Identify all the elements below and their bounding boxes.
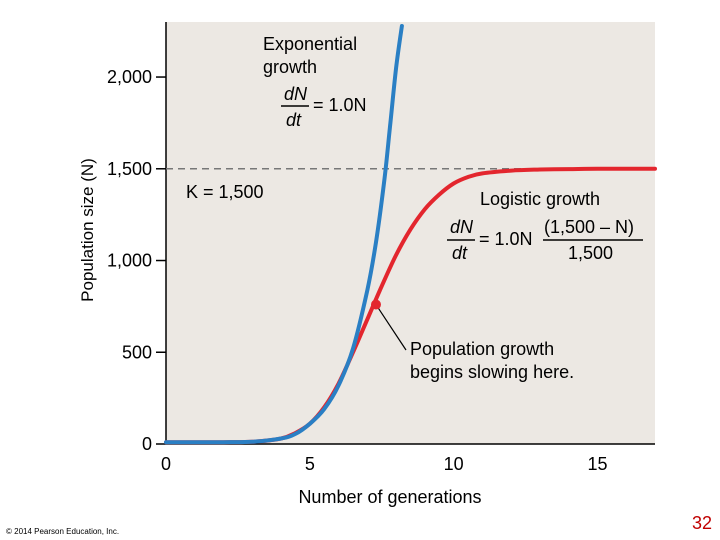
y-axis-label: Population size (N) (78, 158, 97, 302)
exponential-title-line1: Exponential (263, 34, 357, 54)
x-tick-label: 5 (305, 454, 315, 474)
exponential-eq-denominator: dt (286, 110, 302, 130)
logistic-eq-numerator: dN (450, 217, 474, 237)
slowing-note-line2: begins slowing here. (410, 362, 574, 382)
exponential-title-line2: growth (263, 57, 317, 77)
logistic-eq-denominator: dt (452, 243, 468, 263)
logistic-frac-denominator: 1,500 (568, 243, 613, 263)
y-tick-label: 1,500 (107, 159, 152, 179)
exponential-eq-numerator: dN (284, 84, 308, 104)
x-tick-label: 15 (587, 454, 607, 474)
x-axis-label: Number of generations (298, 487, 481, 507)
logistic-title: Logistic growth (480, 189, 600, 209)
exponential-growth-curve (164, 24, 404, 445)
annotations: Population size (N) Number of generation… (78, 34, 643, 507)
carrying-capacity-label: K = 1,500 (186, 182, 264, 202)
y-tick-label: 2,000 (107, 67, 152, 87)
slide-number: 32 (691, 513, 712, 533)
y-tick-label: 1,000 (107, 251, 152, 271)
x-tick-label: 0 (161, 454, 171, 474)
series-layer (164, 24, 657, 445)
logistic-eq-mid: = 1.0N (479, 229, 533, 249)
y-tick-label: 0 (142, 434, 152, 454)
inflection-point-marker (370, 299, 381, 310)
copyright-notice: © 2014 Pearson Education, Inc. (6, 527, 120, 536)
slowing-leader-line (375, 304, 407, 351)
logistic-frac-numerator: (1,500 – N) (544, 217, 634, 237)
x-tick-label: 10 (444, 454, 464, 474)
slowing-note-line1: Population growth (410, 339, 554, 359)
tick-group: 0 500 1,000 1,500 2,000 0 5 10 15 (107, 67, 608, 474)
y-tick-label: 500 (122, 342, 152, 362)
exponential-eq-rhs: = 1.0N (313, 95, 367, 115)
